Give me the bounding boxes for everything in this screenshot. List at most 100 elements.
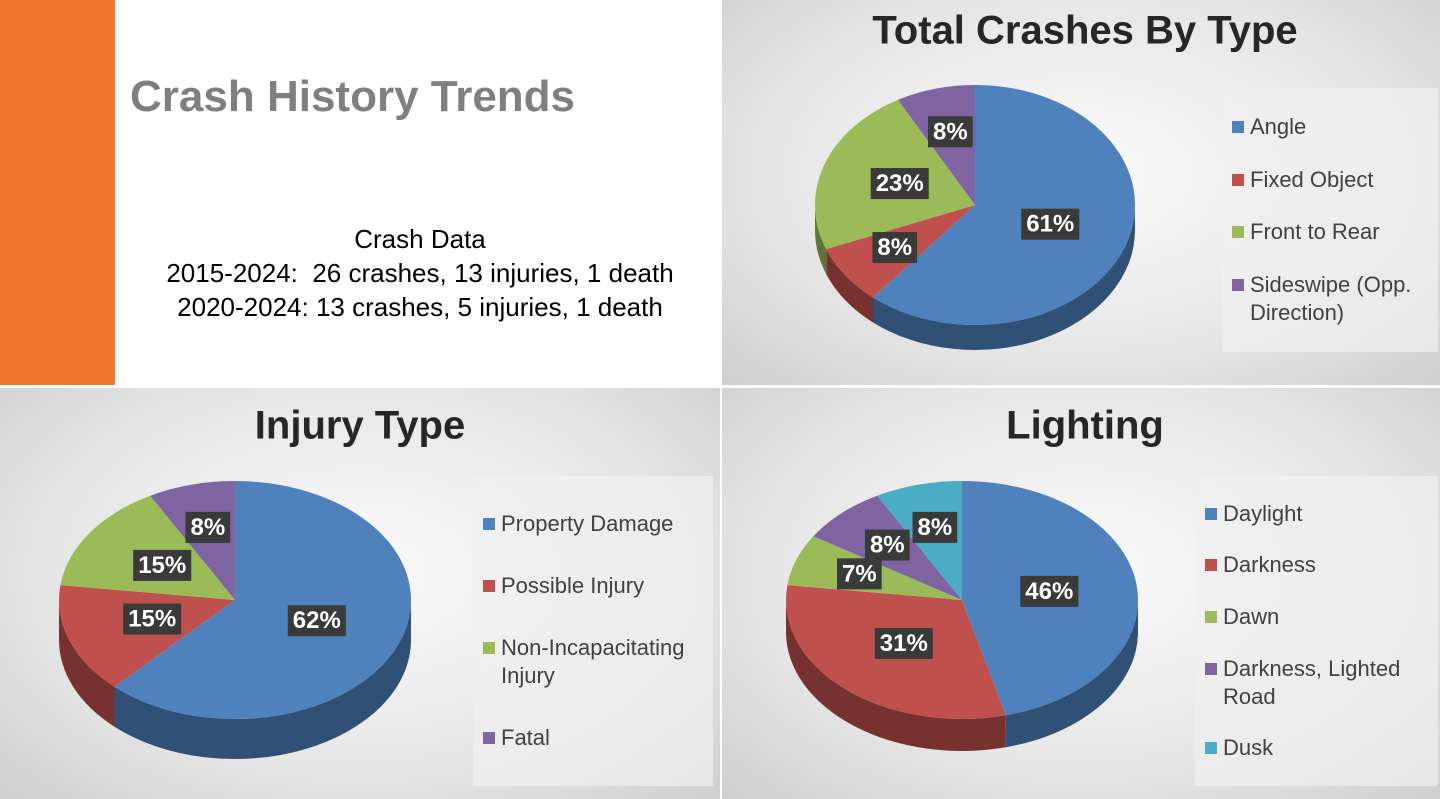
slice-side xyxy=(826,249,874,323)
pie-tops xyxy=(786,481,1139,720)
legend-entry: Daylight xyxy=(1205,500,1430,528)
data-label: 46% xyxy=(1025,578,1073,605)
label-box xyxy=(912,511,958,543)
title-box xyxy=(115,0,722,385)
legend-label: Non-Incapacitating Injury xyxy=(501,635,685,688)
summary-heading: Crash Data xyxy=(354,224,486,254)
legend-entry: Front to Rear xyxy=(1232,218,1430,246)
label-box xyxy=(123,603,182,635)
legend-label: Sideswipe (Opp. Direction) xyxy=(1250,272,1412,326)
legend-swatch xyxy=(1205,610,1217,623)
legend-entry: Darkness xyxy=(1205,551,1430,579)
legend-swatch xyxy=(483,732,495,744)
legend-swatch xyxy=(1232,120,1244,133)
pie-sides xyxy=(58,600,411,759)
slice-side xyxy=(873,205,1135,350)
slice xyxy=(60,495,235,600)
legend-entry: Property Damage xyxy=(483,510,705,538)
legend-label: Fixed Object xyxy=(1250,166,1374,192)
accent-bar xyxy=(0,0,115,385)
data-label: 8% xyxy=(918,514,953,541)
pie-tops xyxy=(815,85,1135,325)
pie-labels: 61% 8% 23% 8% xyxy=(870,116,1080,264)
legend: Daylight Darkness Dawn Darkness, Lighted Ro… xyxy=(1195,476,1438,786)
data-label: 23% xyxy=(876,170,924,197)
data-label: 8% xyxy=(877,234,912,261)
legend-swatch xyxy=(1205,662,1217,675)
legend-swatch xyxy=(1205,507,1217,520)
label-box xyxy=(287,605,346,637)
label-box xyxy=(1020,575,1079,607)
legend-swatch xyxy=(1205,742,1217,755)
chart-title: Lighting xyxy=(1006,404,1164,448)
pie-labels: 46%31%7%8%8% xyxy=(836,511,1079,659)
legend: Angle Fixed Object Front to Rear Sideswipe … xyxy=(1222,88,1438,352)
legend-label: Dawn xyxy=(1223,603,1280,629)
data-label: 15% xyxy=(138,552,186,579)
legend-entry: Possible Injury xyxy=(483,572,705,600)
chart-title: Total Crashes By Type xyxy=(872,9,1297,53)
legend-swatch xyxy=(483,642,495,654)
legend-swatch xyxy=(1205,559,1217,572)
slide-title: Crash History Trends xyxy=(130,72,576,121)
data-label: 61% xyxy=(1026,211,1074,238)
legend-label: Fatal xyxy=(501,725,550,750)
pie-labels: 62%15%15%8% xyxy=(123,511,346,637)
legend-entry: Dawn xyxy=(1205,603,1430,631)
pie-sides xyxy=(815,205,1135,350)
summary-line: 2015-2024: 26 crashes, 13 injuries, 1 de… xyxy=(166,258,674,288)
data-label: 8% xyxy=(933,118,968,145)
legend-label: Darkness, Lighted Road xyxy=(1223,655,1401,709)
slice xyxy=(58,585,236,687)
legend: Property Damage Possible Injury Non-Incapa… xyxy=(473,476,713,786)
slice xyxy=(114,481,412,719)
legend-label: Darkness xyxy=(1223,552,1316,578)
summary-line: 2020-2024: 13 crashes, 5 injuries, 1 dea… xyxy=(177,292,663,322)
legend-label: Possible Injury xyxy=(501,573,645,598)
legend-entry: Angle xyxy=(1232,113,1430,141)
legend-label: Angle xyxy=(1250,113,1307,139)
label-box xyxy=(927,116,973,148)
legend-swatch xyxy=(1232,226,1244,239)
legend-label: Daylight xyxy=(1223,500,1303,526)
legend-swatch xyxy=(1232,173,1244,186)
label-box xyxy=(836,558,882,590)
label-box xyxy=(185,511,231,543)
slice xyxy=(873,85,1135,325)
slice-side xyxy=(815,205,827,275)
pie-tops xyxy=(58,481,412,719)
label-box xyxy=(1021,208,1080,240)
label-box xyxy=(874,627,933,659)
legend-label: Front to Rear xyxy=(1250,219,1380,245)
label-box xyxy=(864,529,910,561)
pie-sides xyxy=(786,600,1138,752)
legend-entry: Sideswipe (Opp. Direction) xyxy=(1232,271,1430,327)
data-label: 7% xyxy=(842,560,877,587)
label-box xyxy=(133,549,192,581)
summary: Crash Data 2015-2024: 26 crashes, 13 inj… xyxy=(115,222,725,324)
slice-side xyxy=(114,600,411,759)
slice-side xyxy=(58,600,115,727)
data-label: 31% xyxy=(880,630,928,657)
legend-entry: Fixed Object xyxy=(1232,166,1430,194)
data-label: 8% xyxy=(191,514,226,541)
data-label: 62% xyxy=(293,607,341,634)
legend-entry: Non-Incapacitating Injury xyxy=(483,634,705,690)
legend-entry: Dusk xyxy=(1205,734,1430,762)
legend-entry: Fatal xyxy=(483,724,705,752)
label-box xyxy=(870,168,929,200)
legend-swatch xyxy=(1232,279,1244,292)
slice-side xyxy=(786,600,1006,752)
data-label: 15% xyxy=(128,605,176,632)
legend-entry: Darkness, Lighted Road xyxy=(1205,655,1430,711)
chart-title: Injury Type xyxy=(255,404,465,448)
label-box xyxy=(872,232,918,264)
legend-swatch xyxy=(483,518,495,530)
slice-side xyxy=(1005,600,1138,748)
legend-swatch xyxy=(483,580,495,592)
legend-label: Dusk xyxy=(1223,735,1274,761)
legend-label: Property Damage xyxy=(501,511,674,536)
data-label: 8% xyxy=(870,532,905,559)
